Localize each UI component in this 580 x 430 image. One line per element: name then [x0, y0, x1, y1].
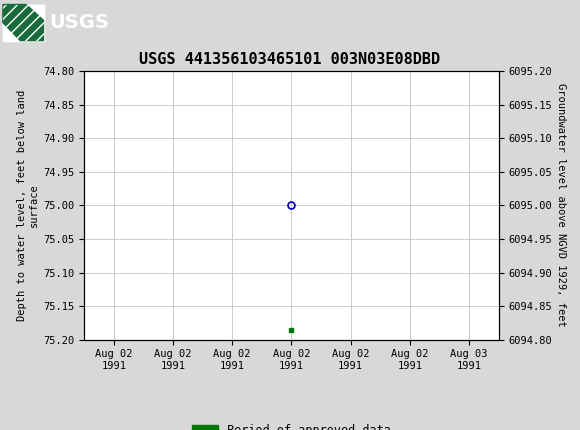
Text: USGS: USGS [49, 13, 109, 32]
Y-axis label: Groundwater level above NGVD 1929, feet: Groundwater level above NGVD 1929, feet [556, 83, 567, 327]
Polygon shape [3, 4, 43, 41]
Polygon shape [3, 4, 43, 41]
Bar [3, 4, 43, 41]
Text: USGS 441356103465101 003N03E08DBD: USGS 441356103465101 003N03E08DBD [139, 52, 441, 67]
Bar [3, 4, 43, 41]
Legend: Period of approved data: Period of approved data [187, 419, 396, 430]
Y-axis label: Depth to water level, feet below land
surface: Depth to water level, feet below land su… [17, 90, 39, 321]
